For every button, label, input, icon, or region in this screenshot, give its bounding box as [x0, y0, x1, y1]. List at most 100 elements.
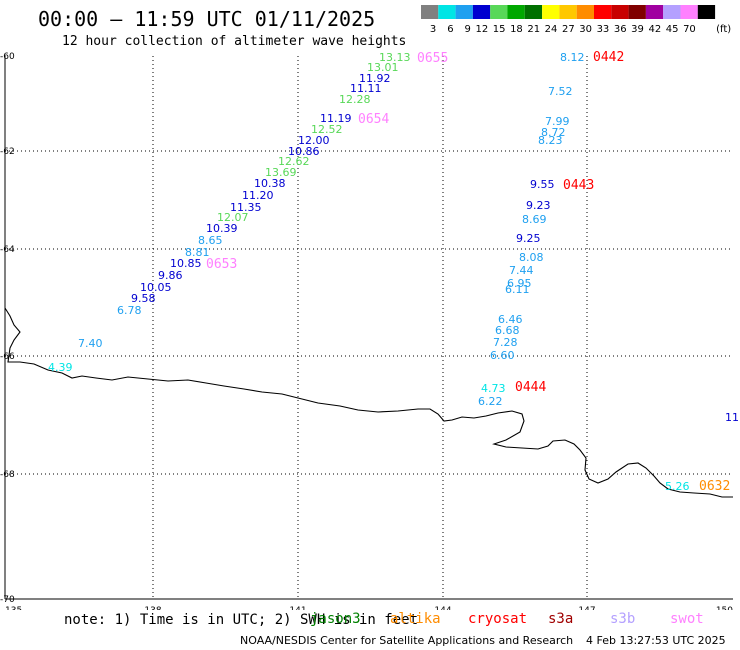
lat-tick-label: -62 [0, 147, 15, 157]
wave-height-value: 8.69 [522, 213, 547, 226]
wave-height-value: 12.07 [217, 211, 249, 224]
colorbar-label: 42 [648, 24, 661, 35]
wave-height-value: 6.95 [507, 277, 532, 290]
wave-height-value: 10.39 [206, 222, 238, 235]
lat-tick-label: -60 [0, 52, 15, 62]
wave-height-value: 12.62 [278, 155, 310, 168]
wave-height-value: 13.01 [367, 61, 399, 74]
wave-height-value: 5.26 [665, 480, 690, 493]
footnote: note: 1) Time is in UTC; 2) SWH is in fe… [64, 612, 419, 628]
map-frame [4, 56, 733, 600]
map-subtitle: 12 hour collection of altimeter wave hei… [62, 34, 407, 49]
wave-height-value: 6.46 [498, 313, 523, 326]
colorbar-label: 30 [579, 24, 592, 35]
wave-height-value: 11.35 [230, 201, 262, 214]
colorbar-label: 39 [631, 24, 644, 35]
wave-height-value: 11.11 [350, 82, 382, 95]
colorbar-swatch [594, 5, 612, 19]
colorbar-label: 24 [545, 24, 558, 35]
lon-tick-label: 147 [578, 606, 595, 610]
wave-height-value: 12.00 [298, 134, 330, 147]
legend-item-jason3: jason3 [310, 611, 361, 627]
wave-height-value: 7.28 [493, 336, 518, 349]
pass-time-label: 0655 [417, 51, 448, 66]
colorbar-swatch [524, 5, 543, 19]
wave-height-value: 8.12 [560, 51, 585, 64]
colorbar-swatch [507, 5, 525, 19]
wave-height-value: 11.20 [242, 189, 274, 202]
wave-height-value: 13.13 [379, 51, 411, 64]
legend-item-altika: altika [390, 611, 441, 627]
lon-tick-label: 138 [144, 606, 161, 610]
wave-height-value: 7.44 [509, 264, 534, 277]
colorbar-swatch [697, 5, 716, 19]
legend-item-cryosat: cryosat [468, 611, 528, 627]
colorbar-swatch [611, 5, 629, 19]
wave-height-value: 6.68 [495, 324, 520, 337]
legend-item-swot: swot [670, 611, 704, 627]
wave-height-value: 9.25 [516, 232, 541, 245]
wave-height-value: 9.23 [526, 199, 551, 212]
lat-tick-label: -66 [0, 352, 15, 362]
altimeter-map: 13.1313.0111.9211.1112.28065511.1912.521… [0, 50, 739, 610]
wave-height-value: 11.92 [359, 72, 391, 85]
lat-tick-label: -64 [0, 245, 15, 255]
colorbar-label: 45 [666, 24, 679, 35]
lon-tick-label: 144 [434, 606, 451, 610]
pass-time-label: 0632 [699, 479, 730, 494]
wave-height-value: 11 [725, 411, 739, 424]
credit-line: NOAA/NESDIS Center for Satellite Applica… [240, 634, 574, 647]
colorbar-label: 21 [527, 24, 540, 35]
colorbar-label: 12 [475, 24, 488, 35]
generated-timestamp: 4 Feb 13:27:53 UTC 2025 [586, 634, 726, 647]
pass-time-label: 0654 [358, 112, 389, 127]
legend-item-s3a: s3a [548, 611, 574, 627]
colorbar-swatch [663, 5, 681, 19]
colorbar-swatch [542, 5, 560, 19]
wave-height-value: 10.38 [254, 177, 286, 190]
colorbar-label: 36 [614, 24, 627, 35]
lat-tick-label: -70 [0, 595, 15, 605]
colorbar-label: 27 [562, 24, 575, 35]
wave-height-value: 9.55 [530, 178, 555, 191]
colorbar-swatch [421, 5, 439, 19]
wave-height-value: 8.23 [538, 134, 563, 147]
lat-tick-label: -68 [0, 470, 15, 480]
colorbar-swatch [438, 5, 456, 19]
wave-height-value: 8.08 [519, 251, 544, 264]
wave-height-value: 7.99 [545, 115, 570, 128]
pass-time-label: 0653 [206, 257, 237, 272]
colorbar-label: 9 [465, 24, 471, 35]
colorbar-label: 3 [430, 24, 436, 35]
colorbar-label: 18 [510, 24, 523, 35]
colorbar-swatch [472, 5, 491, 19]
wave-height-value: 8.81 [185, 246, 210, 259]
colorbar-label: 15 [493, 24, 506, 35]
wave-height-value: 7.40 [78, 337, 103, 350]
legend-item-s3b: s3b [610, 611, 636, 627]
wave-height-value: 9.58 [131, 292, 156, 305]
colorbar-swatch [680, 5, 698, 19]
wave-height-value: 12.52 [311, 123, 343, 136]
map-grid [5, 56, 733, 599]
wave-height-value: 11.19 [320, 112, 352, 125]
wave-height-value: 12.28 [339, 93, 371, 106]
wave-height-value: 13.69 [265, 166, 297, 179]
wave-height-labels: 13.1313.0111.9211.1112.28065511.1912.521… [48, 50, 739, 494]
wave-height-colorbar: 3 6 9 12 15 18 21 24 27 30 33 36 39 42 45 70 (ft) [421, 5, 731, 35]
pass-time-label: 0444 [515, 380, 546, 395]
wave-height-value: 4.39 [48, 361, 73, 374]
colorbar-label: 6 [447, 24, 453, 35]
lon-tick-label: 150 [716, 606, 733, 610]
coastline [4, 307, 733, 498]
wave-height-value: 6.11 [505, 283, 530, 296]
wave-height-value: 6.22 [478, 395, 503, 408]
wave-height-value: 10.85 [170, 257, 202, 270]
wave-height-value: 7.52 [548, 85, 573, 98]
colorbar-swatch [490, 5, 508, 19]
colorbar-label: 70 [683, 24, 696, 35]
map-title: 00:00 – 11:59 UTC 01/11/2025 [38, 7, 376, 31]
colorbar-swatch [455, 5, 473, 19]
wave-height-value: 8.65 [198, 234, 223, 247]
colorbar-swatch [576, 5, 594, 19]
